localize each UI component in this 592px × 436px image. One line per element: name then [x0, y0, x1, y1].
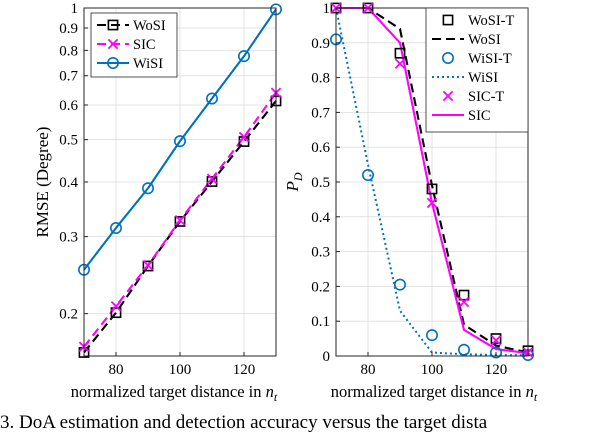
data-point-wisi [110, 221, 123, 234]
y-tick-label: 0 [323, 349, 331, 365]
y-tick-label: 0.5 [59, 133, 78, 149]
y-tick-label: 1 [71, 1, 79, 17]
x-tick-label: 100 [169, 362, 192, 378]
legend-box [425, 7, 529, 133]
legend-label-wisi: WiSI [133, 56, 163, 72]
data-point-wisi-t [457, 343, 470, 356]
data-point-sic [142, 260, 154, 271]
y-tick-label: 0.6 [59, 98, 78, 114]
y-axis-label: RMSE (Degree) [33, 127, 52, 238]
data-point-wisi [206, 92, 219, 105]
data-point-sic-t [394, 58, 406, 69]
y-tick-label: 0.4 [311, 210, 330, 226]
data-point-sic-t [458, 296, 470, 308]
legend-label-sic: SIC [133, 37, 156, 53]
data-point-wisi [174, 135, 187, 148]
x-tick-label: 120 [233, 362, 256, 378]
chart-panel-rmse: 80 100 120 0.2 0.3 0.4 0.5 0.6 0.7 0.8 0.9 1 normali… [33, 1, 282, 404]
y-tick-label: 0.8 [59, 43, 78, 59]
legend-label-wisi-t: WiSI-T [468, 51, 512, 67]
data-point-wosi [174, 216, 186, 227]
data-point-sic [174, 215, 186, 226]
y-tick-label: 0.8 [311, 71, 330, 87]
y-tick-label: 0.9 [59, 21, 78, 37]
data-point-wosi [142, 260, 154, 272]
legend-marker-wosi [107, 19, 119, 31]
data-point-wosi-t [490, 333, 502, 344]
data-point-sic [238, 131, 250, 143]
series-line-wisi [83, 8, 277, 271]
x-tick-label: 80 [109, 362, 124, 378]
data-point-wosi-t [458, 289, 470, 301]
data-point-wisi-t [425, 329, 438, 342]
data-point-wisi-t [393, 278, 406, 291]
y-tick-label: 0.4 [59, 175, 78, 191]
y-tick-label: 0.1 [311, 314, 330, 330]
legend: WoSI SIC WiSI [90, 12, 178, 78]
data-point-wisi-t [361, 169, 374, 182]
legend-label-wosi: WoSI [468, 32, 501, 48]
x-tick-label: 120 [485, 362, 508, 378]
legend-marker-wisi [107, 56, 120, 69]
data-point-wosi [110, 307, 122, 319]
legend-marker-wosi-t [442, 14, 454, 26]
y-tick-label: 0.5 [311, 175, 330, 191]
legend-marker-sic [107, 38, 119, 50]
data-point-wisi [238, 50, 251, 63]
legend-label-wosi: WoSI [133, 18, 166, 34]
data-point-wosi-t [426, 183, 438, 195]
chart-panel-pd: 80 100 120 0 0.1 0.2 0.3 0.4 0.5 0.6 0.7 0.8 0.9 1 nor… [283, 1, 538, 404]
data-point-sic-t [426, 197, 438, 209]
legend-marker-wisi-t [441, 51, 454, 64]
y-tick-label: 0.9 [311, 36, 330, 52]
y-tick-label: 0.2 [59, 307, 78, 323]
x-axis-label: normalized target distance in nt [331, 382, 538, 404]
y-axis-label: PD [283, 172, 305, 192]
x-tick-label: 100 [421, 362, 444, 378]
legend: WoSI-T WoSI WiSI-T WiSI SIC-T SIC [425, 7, 529, 133]
y-tick-label: 0.7 [311, 105, 330, 121]
data-point-sic [110, 300, 122, 312]
legend-label-sic: SIC [468, 108, 491, 124]
data-point-wisi [142, 182, 155, 195]
legend-marker-sic-t [442, 90, 454, 102]
legend-label-sic-t: SIC-T [468, 89, 504, 105]
y-tick-label: 1 [323, 1, 331, 17]
legend-label-wosi-t: WoSI-T [468, 13, 514, 29]
y-tick-label: 0.3 [59, 230, 78, 246]
data-point-wosi [206, 176, 218, 187]
data-point-sic-t [490, 335, 502, 346]
x-axis-label: normalized target distance in nt [71, 382, 278, 404]
y-tick-label: 0.6 [311, 140, 330, 156]
data-point-wisi-t [489, 346, 502, 359]
data-point-wosi-t [394, 47, 406, 59]
y-tick-label: 0.3 [311, 245, 330, 261]
y-tick-label: 0.2 [311, 279, 330, 295]
data-point-sic [206, 173, 218, 184]
figure-caption: 3. DoA estimation and detection accuracy… [0, 412, 488, 433]
legend-label-wisi: WiSI [468, 70, 498, 86]
x-tick-label: 80 [361, 362, 376, 378]
y-tick-label: 0.7 [59, 69, 78, 85]
